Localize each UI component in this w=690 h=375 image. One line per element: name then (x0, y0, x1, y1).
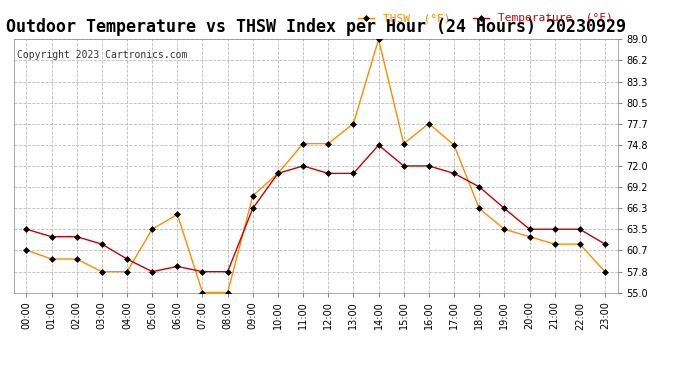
Line: Temperature  (°F): Temperature (°F) (24, 143, 607, 274)
Line: THSW  (°F): THSW (°F) (24, 37, 607, 295)
Temperature  (°F) (400, 164, 408, 168)
THSW  (°F) (248, 194, 257, 198)
THSW  (°F) (575, 242, 584, 246)
Temperature  (°F) (148, 269, 157, 274)
THSW  (°F) (551, 242, 559, 246)
Temperature  (°F) (324, 171, 333, 176)
Temperature  (°F) (601, 242, 609, 246)
THSW  (°F) (425, 121, 433, 126)
Title: Outdoor Temperature vs THSW Index per Hour (24 Hours) 20230929: Outdoor Temperature vs THSW Index per Ho… (6, 18, 626, 36)
THSW  (°F) (72, 257, 81, 261)
THSW  (°F) (299, 141, 307, 146)
THSW  (°F) (601, 269, 609, 274)
THSW  (°F) (274, 171, 282, 176)
THSW  (°F) (324, 141, 333, 146)
Temperature  (°F) (72, 234, 81, 239)
THSW  (°F) (48, 257, 56, 261)
Temperature  (°F) (349, 171, 357, 176)
Temperature  (°F) (98, 242, 106, 246)
THSW  (°F) (198, 290, 206, 295)
Temperature  (°F) (475, 184, 483, 189)
THSW  (°F) (475, 206, 483, 211)
Legend: THSW  (°F), Temperature  (°F): THSW (°F), Temperature (°F) (353, 9, 618, 28)
Temperature  (°F) (551, 227, 559, 231)
Temperature  (°F) (375, 143, 383, 147)
THSW  (°F) (525, 234, 533, 239)
Temperature  (°F) (22, 227, 30, 231)
Temperature  (°F) (173, 264, 181, 269)
Temperature  (°F) (123, 257, 131, 261)
THSW  (°F) (450, 143, 458, 147)
THSW  (°F) (98, 269, 106, 274)
Temperature  (°F) (450, 171, 458, 176)
THSW  (°F) (375, 37, 383, 42)
THSW  (°F) (22, 248, 30, 252)
Temperature  (°F) (425, 164, 433, 168)
Temperature  (°F) (198, 269, 206, 274)
THSW  (°F) (148, 227, 157, 231)
THSW  (°F) (173, 212, 181, 217)
THSW  (°F) (500, 227, 509, 231)
Text: Copyright 2023 Cartronics.com: Copyright 2023 Cartronics.com (17, 50, 188, 60)
THSW  (°F) (123, 269, 131, 274)
Temperature  (°F) (500, 206, 509, 211)
Temperature  (°F) (525, 227, 533, 231)
Temperature  (°F) (248, 206, 257, 211)
Temperature  (°F) (575, 227, 584, 231)
Temperature  (°F) (299, 164, 307, 168)
Temperature  (°F) (48, 234, 56, 239)
THSW  (°F) (400, 141, 408, 146)
Temperature  (°F) (274, 171, 282, 176)
THSW  (°F) (224, 290, 232, 295)
Temperature  (°F) (224, 269, 232, 274)
THSW  (°F) (349, 121, 357, 126)
